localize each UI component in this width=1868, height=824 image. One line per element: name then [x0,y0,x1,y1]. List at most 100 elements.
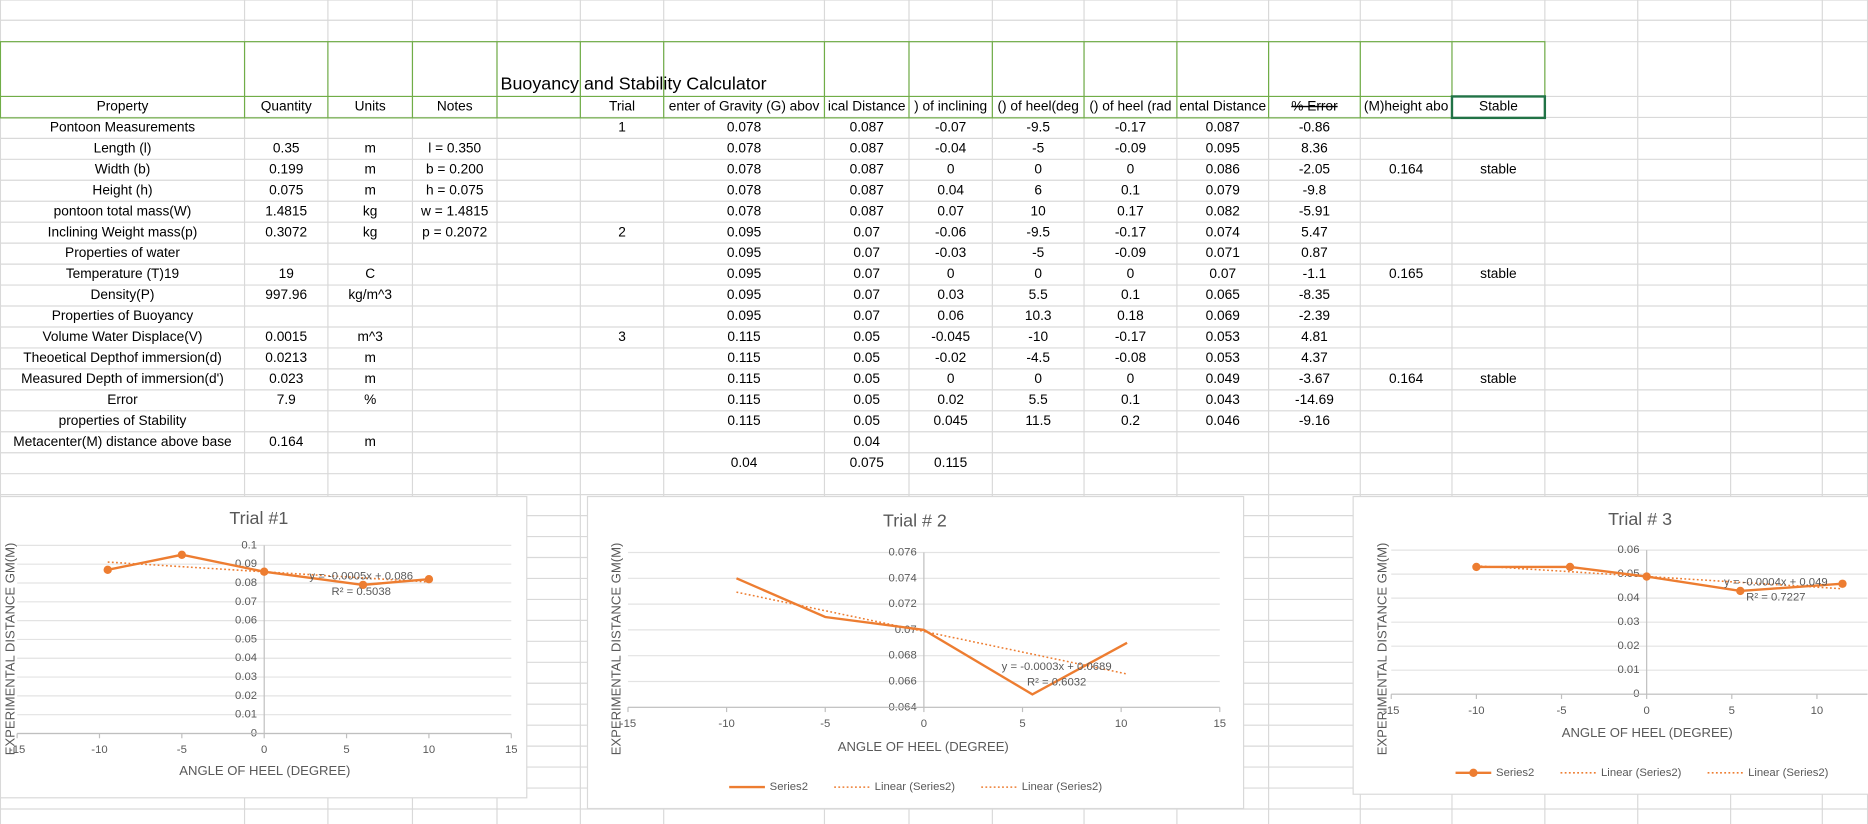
x-tick-label: 15 [1213,718,1226,730]
cell-text: ) of inclining [914,99,987,114]
cell-text: 0.095 [1206,140,1241,155]
cell-text: 0.04 [853,434,880,449]
cell-text: 0.078 [727,119,762,134]
cell-text: 0.0015 [265,329,307,344]
cell-text: 0.074 [1206,224,1241,239]
cell-text: 0.043 [1206,392,1241,407]
cell-text: 0.04 [937,182,964,197]
cell-text: 0.06 [937,308,964,323]
cell-text: 8.36 [1301,140,1328,155]
y-tick-label: 0.01 [1618,664,1640,676]
cell-text: 0.087 [850,119,884,134]
cell-text: 0.02 [937,392,964,407]
marker [1838,579,1847,588]
cell-text: C [365,266,375,281]
cell-text: 0.165 [1389,266,1424,281]
cell-text: 0.05 [853,413,880,428]
y-tick-label: 0.068 [888,650,916,662]
trendline-label: y = -0.0004x + 0.049 [1724,576,1828,588]
cell-text: () of heel (rad [1089,99,1171,114]
y-tick-label: 0.05 [235,633,257,645]
cell-text: Height (h) [92,182,152,197]
cell-text: Trial [609,99,635,114]
cell-text: Density(P) [91,287,155,302]
cell-text: 0.07 [937,203,964,218]
cell-text: 0.053 [1206,350,1241,365]
y-tick-label: 0.04 [235,652,257,664]
y-tick-label: 0.07 [235,596,257,608]
cell-text: 0.087 [1206,119,1240,134]
cell-text: 0.07 [853,308,880,323]
trendline [107,561,429,583]
cell-text: 0.05 [853,329,880,344]
y-tick-label: 0.03 [235,671,257,683]
cell-text: 0.079 [1206,182,1240,197]
cell-text: 0.04 [731,455,758,470]
cell-text: 0 [947,371,955,386]
y-tick-label: 0.074 [888,572,916,584]
cell-text: 0.075 [269,182,304,197]
cell-text: Error [107,392,138,407]
cell-text: 0.075 [850,455,885,470]
marker [260,567,269,576]
cell-text: 0 [1127,371,1135,386]
cell-text: Properties of Buoyancy [52,308,194,323]
cell-text: 0.053 [1206,329,1241,344]
marker [1472,562,1481,572]
cell-text: 0.164 [269,434,304,449]
x-tick-label: 5 [343,744,349,756]
cell-text: 0 [1034,266,1042,281]
cell-text: kg [363,203,377,218]
cell-text: 0.17 [1117,203,1144,218]
cell-text: 0.082 [1206,203,1240,218]
cell-text: 0.087 [850,203,884,218]
cell-text: Property [97,99,149,114]
cell-text: m [364,161,375,176]
x-tick-label: 5 [1729,705,1735,717]
cell-text: 0.2 [1121,413,1140,428]
y-tick-label: 0.06 [235,615,257,627]
x-tick-label: -5 [820,718,830,730]
cell-text: -9.16 [1299,413,1331,428]
cell-text: 0.87 [1301,245,1328,260]
cell-text: Theoetical Depthof immersion(d) [23,350,222,365]
cell-text: 0.164 [1389,161,1424,176]
marker [1642,572,1651,581]
cell-text: 0 [947,161,955,176]
legend-label: Linear (Series2) [1748,767,1829,779]
cell-text: 0 [1127,266,1135,281]
cell-text: 0.115 [934,455,968,470]
cell-text: 0.0213 [265,350,307,365]
cell-text: % Error [1291,99,1338,114]
cell-text: Width (b) [95,161,151,176]
cell-text: 0.087 [850,161,884,176]
x-tick-label: -10 [91,744,107,756]
cell-text: 0.045 [934,413,969,428]
legend-marker [1469,768,1478,777]
x-tick-label: 0 [921,718,927,730]
cell-text: 0.078 [727,203,762,218]
cell-text: m [364,371,375,386]
cell-text: ental Distance [1179,99,1266,114]
cell-text: 997.96 [265,287,307,302]
x-tick-label: -15 [9,744,25,756]
cell-text: properties of Stability [59,413,187,428]
y-tick-label: 0.08 [235,577,257,589]
cell-text: 0.1 [1121,182,1140,197]
cell-text: 0.05 [853,371,880,386]
cell-text: 0.046 [1206,413,1241,428]
trendline-label: R² = 0.5038 [332,586,391,598]
cell-text: 0 [1034,371,1042,386]
legend-label: Series2 [770,781,808,793]
cell-text: 11.5 [1025,413,1051,428]
cell-text: m [364,140,375,155]
cell-text: -4.5 [1026,350,1050,365]
trendline-label: y = -0.0005x + 0.086 [309,570,413,582]
chart-area [1352,495,1868,795]
y-tick-label: 0.03 [1618,616,1640,628]
x-tick-label: -10 [1468,705,1484,717]
cell-text: 0.05 [853,392,880,407]
cell-text: Properties of water [65,245,180,260]
legend-label: Linear (Series2) [1022,781,1103,793]
